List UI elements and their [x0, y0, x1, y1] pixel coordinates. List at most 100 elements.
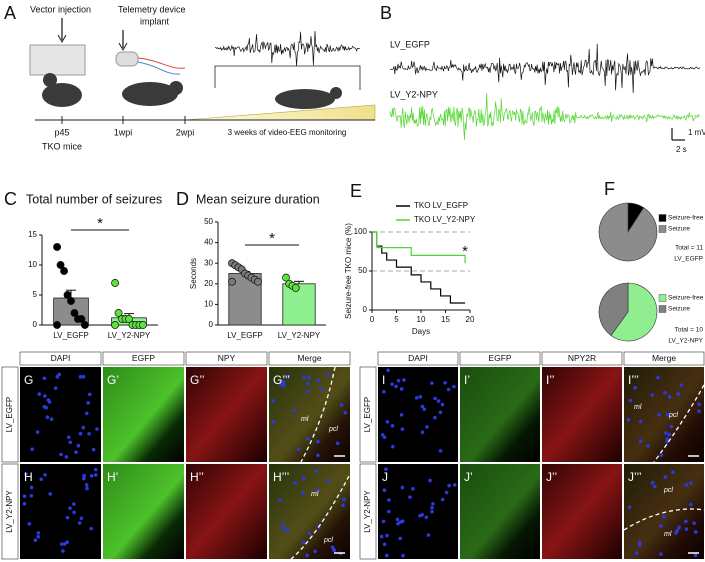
nucleus: [638, 419, 643, 424]
pie-group: LV_Y2-NPY: [668, 338, 703, 345]
red-signal: [624, 367, 704, 462]
nucleus: [674, 531, 678, 535]
nucleus: [277, 498, 282, 502]
layer-boundary: [300, 366, 336, 463]
nucleus: [281, 526, 286, 531]
group-label: LV_EGFP: [5, 397, 14, 432]
nucleus: [408, 495, 412, 499]
timepoint: 1wpi: [114, 127, 133, 137]
trace-label: LV_Y2-NPY: [390, 89, 438, 99]
nucleus: [638, 439, 643, 444]
nucleus: [43, 394, 47, 398]
nucleus: [72, 502, 76, 506]
nucleus: [665, 412, 670, 417]
layer-boundary: [623, 508, 705, 531]
green-signal: [103, 464, 184, 559]
chart-title: Total number of seizures: [26, 192, 162, 206]
nucleus: [293, 480, 298, 485]
eeg-trace: [389, 92, 700, 140]
nucleus: [398, 520, 403, 524]
trace-label: LV_EGFP: [390, 39, 430, 49]
nucleus: [87, 392, 92, 397]
label: 3 weeks of video-EEG monitoring: [228, 128, 347, 137]
nucleus: [307, 375, 311, 380]
panel-label: A: [4, 3, 16, 23]
nucleus: [693, 530, 698, 534]
nucleus: [89, 474, 94, 478]
data-point: [63, 291, 72, 299]
channel-header: Merge: [652, 353, 676, 363]
nucleus: [633, 385, 637, 390]
nucleus: [665, 439, 669, 444]
nucleus: [628, 398, 633, 403]
nucleus: [271, 419, 276, 424]
nucleus: [278, 382, 282, 386]
group-strip: [359, 366, 377, 463]
nucleus: [637, 543, 642, 547]
nucleus: [381, 519, 386, 524]
panel-label: H: [24, 470, 33, 484]
nucleus: [87, 431, 91, 436]
y-tick-label: 40: [204, 238, 213, 247]
nucleus: [386, 368, 390, 373]
layer-annotation: ml: [311, 491, 319, 498]
pie-note: Total = 10: [675, 327, 704, 334]
nucleus: [43, 472, 47, 477]
nucleus: [68, 440, 73, 445]
data-point: [111, 279, 120, 287]
nucleus: [29, 493, 34, 498]
nucleus: [684, 483, 689, 487]
nucleus: [396, 521, 400, 526]
legend-swatch: [658, 214, 667, 222]
x-tick-label: 10: [417, 315, 426, 324]
nucleus: [81, 374, 86, 379]
nucleus: [53, 386, 58, 390]
red-signal: [186, 367, 267, 462]
nucleus: [390, 423, 395, 428]
data-point: [53, 243, 62, 251]
nucleus: [93, 467, 98, 472]
nucleus: [271, 399, 275, 403]
nucleus: [79, 516, 84, 521]
nucleus: [384, 467, 388, 472]
channel-header: DAPI: [51, 353, 71, 363]
chart-title: Mean seizure duration: [196, 192, 320, 206]
data-point: [56, 261, 65, 269]
nucleus: [39, 477, 43, 482]
nucleus: [341, 503, 345, 508]
panel-label: E: [350, 181, 362, 201]
nucleus: [663, 390, 667, 395]
nucleus: [325, 479, 330, 483]
nucleus: [29, 485, 34, 490]
legend-label: Seizure-free: [668, 215, 704, 222]
data-point: [138, 321, 147, 329]
nucleus: [37, 392, 42, 396]
nucleus: [676, 392, 681, 396]
nucleus: [78, 431, 83, 436]
significance: *: [269, 230, 275, 247]
nucleus: [82, 476, 86, 481]
nucleus: [436, 399, 441, 403]
nucleus: [425, 425, 429, 429]
nucleus: [286, 374, 290, 379]
data-point: [111, 321, 120, 329]
y-tick-label: 50: [358, 266, 367, 275]
nucleus: [89, 526, 93, 531]
nucleus: [68, 506, 72, 510]
panel-label: J’: [464, 470, 473, 484]
panel-label: I’’: [546, 373, 554, 387]
legend-label: TKO LV_Y2-NPY: [414, 215, 476, 224]
nucleus: [339, 403, 344, 407]
nucleus: [382, 488, 387, 492]
significance: *: [97, 215, 103, 232]
nucleus: [316, 453, 320, 458]
nucleus: [382, 389, 386, 394]
x-tick-label: LV_EGFP: [227, 331, 262, 340]
nucleus: [379, 534, 384, 539]
header-box: [459, 351, 541, 366]
nucleus: [395, 517, 400, 522]
red-signal: [269, 464, 350, 559]
layer-annotation: pcl: [323, 537, 333, 544]
